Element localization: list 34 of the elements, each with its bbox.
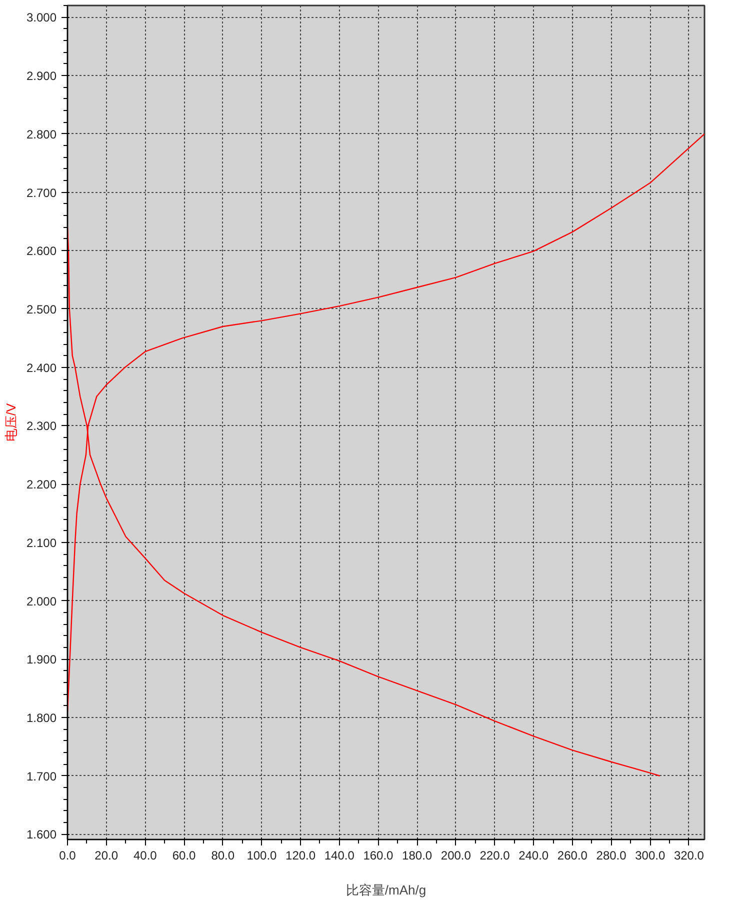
x-tick-label: 20.0 <box>94 848 118 862</box>
x-tick-label: 40.0 <box>134 848 158 862</box>
x-tick-label: 200.0 <box>440 848 472 862</box>
y-tick-label: 1.600 <box>26 828 57 842</box>
x-tick-label: 160.0 <box>363 848 394 862</box>
y-tick-label: 1.900 <box>26 652 57 667</box>
y-tick-label: 3.000 <box>26 10 57 25</box>
x-tick-label: 240.0 <box>518 848 549 862</box>
x-tick-label: 260.0 <box>557 848 588 862</box>
x-tick-label: 60.0 <box>172 848 196 862</box>
x-axis-title: 比容量/mAh/g <box>346 882 426 898</box>
y-tick-label: 1.700 <box>26 769 57 784</box>
x-tick-label: 220.0 <box>480 848 510 862</box>
x-tick-label: 320.0 <box>674 848 704 862</box>
y-tick-label: 1.800 <box>26 711 57 726</box>
x-tick-label: 80.0 <box>211 848 235 862</box>
y-tick-label: 2.100 <box>26 536 57 550</box>
y-tick-label: 2.500 <box>26 302 57 316</box>
y-tick-label: 2.700 <box>26 186 57 200</box>
y-tick-label: 2.400 <box>26 360 57 375</box>
y-tick-label: 2.600 <box>26 244 57 258</box>
x-tick-label: 180.0 <box>402 848 432 862</box>
x-tick-label: 280.0 <box>596 848 627 862</box>
y-tick-label: 2.900 <box>26 69 57 84</box>
y-tick-label: 2.800 <box>26 127 57 142</box>
y-axis-title: 电压/V <box>3 403 18 442</box>
x-tick-label: 100.0 <box>246 848 278 862</box>
y-tick-label: 2.300 <box>26 419 57 434</box>
y-tick-label: 2.000 <box>26 594 57 608</box>
x-tick-label: 140.0 <box>324 848 355 862</box>
y-tick-label: 2.200 <box>26 478 57 492</box>
x-tick-label: 300.0 <box>635 848 666 862</box>
x-tick-label: 0.0 <box>59 848 76 862</box>
x-tick-label: 120.0 <box>286 848 316 862</box>
